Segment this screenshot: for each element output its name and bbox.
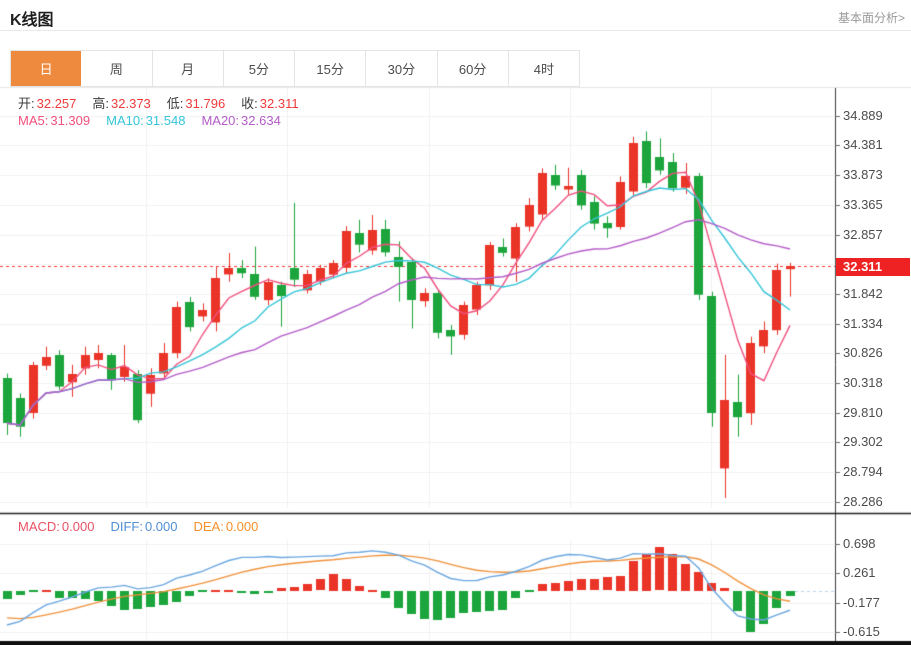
macd-field: MACD: 0.000	[18, 519, 94, 534]
macd-axis-label: 0.698	[843, 536, 876, 551]
price-axis-label: 28.794	[843, 464, 883, 480]
price-axis-label: 30.826	[843, 345, 883, 361]
price-axis-label: 29.302	[843, 434, 883, 450]
diff-field: DIFF: 0.000	[110, 519, 177, 534]
header: K线图 基本面分析>	[0, 0, 911, 31]
open-value: 32.257	[36, 96, 77, 111]
ma5-value: 31.309	[50, 113, 91, 128]
price-axis-label: 33.365	[843, 196, 883, 212]
price-axis-label: 34.889	[843, 107, 883, 123]
low-label: 低:	[166, 96, 184, 111]
close-label: 收:	[241, 96, 258, 111]
macd-axis-label: -0.615	[843, 623, 880, 639]
macd-header-row: MACD: 0.000 DIFF: 0.000 DEA: 0.000	[18, 519, 258, 534]
ma10-value: 31.548	[145, 113, 186, 128]
tab-period-7[interactable]: 4时	[508, 51, 579, 86]
ma20-field: MA20: 32.634	[201, 113, 280, 128]
price-axis-label: 34.381	[843, 137, 883, 153]
ma10-label: MA10:	[106, 113, 144, 128]
price-axis-label: 29.810	[843, 404, 883, 420]
dea-label: DEA:	[193, 519, 224, 534]
ma20-label: MA20:	[201, 113, 240, 128]
page-title: K线图	[10, 12, 54, 29]
close-field: 收: 32.311	[241, 93, 298, 112]
fundamental-analysis-link[interactable]: 基本面分析>	[837, 11, 905, 25]
tab-period-0[interactable]: 日	[11, 51, 82, 86]
macd-axis-label: 0.261	[843, 565, 876, 581]
low-value: 31.796	[185, 96, 226, 111]
current-price-tag: 32.311	[836, 258, 910, 276]
open-label: 开:	[18, 96, 35, 111]
tab-period-1[interactable]: 周	[81, 51, 153, 86]
ma-row: MA5: 31.309 MA10: 31.548 MA20: 32.634	[18, 113, 281, 128]
period-tabbar: 日周月 5分 15分 30分 60分 4时	[10, 50, 580, 87]
tab-period-4[interactable]: 15分	[295, 51, 367, 86]
price-axis-label: 31.334	[843, 315, 883, 331]
high-label: 高:	[92, 96, 110, 111]
macd-label: MACD:	[18, 519, 60, 534]
price-axis-label: 31.842	[843, 285, 883, 301]
dea-value: 0.000	[225, 519, 259, 534]
ma5-field: MA5: 31.309	[18, 113, 90, 128]
open-field: 开: 32.257	[18, 93, 76, 112]
price-axis-label: 32.857	[843, 226, 883, 242]
dea-field: DEA: 0.000	[193, 519, 258, 534]
tab-period-6[interactable]: 60分	[437, 51, 509, 86]
high-field: 高: 32.373	[92, 93, 150, 112]
high-value: 32.373	[111, 96, 151, 111]
ma5-label: MA5:	[18, 113, 49, 128]
close-value: 32.311	[259, 96, 299, 111]
price-axis-label: 33.873	[843, 167, 883, 183]
diff-label: DIFF:	[110, 519, 143, 534]
ma10-field: MA10: 31.548	[106, 113, 185, 128]
macd-value: 0.000	[61, 519, 95, 534]
macd-axis-label: -0.177	[843, 594, 880, 610]
price-axis-label: 28.286	[843, 493, 883, 509]
tab-period-5[interactable]: 30分	[366, 51, 438, 86]
low-field: 低: 31.796	[167, 93, 225, 112]
tab-period-3[interactable]: 5分	[223, 51, 295, 86]
price-axis-label: 30.318	[843, 375, 883, 391]
ma20-value: 32.634	[241, 113, 281, 128]
ohlc-row: 开: 32.257 高: 32.373 低: 31.796 收: 32.311	[18, 93, 299, 112]
tab-period-2[interactable]: 月	[152, 51, 224, 86]
diff-value: 0.000	[144, 519, 178, 534]
